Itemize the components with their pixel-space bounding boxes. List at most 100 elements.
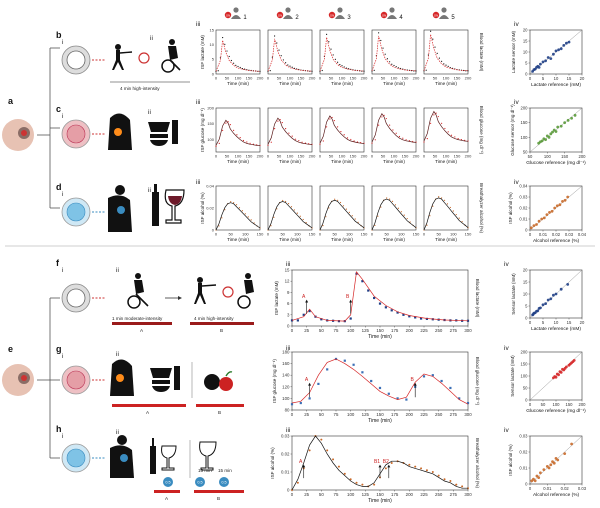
on-badge-label: ON (226, 14, 230, 18)
data-point (253, 222, 255, 224)
subject-1: ON 1 (224, 7, 247, 21)
plot-frame (371, 107, 417, 153)
roman-label: iii (286, 261, 290, 268)
data-point (397, 207, 399, 209)
x-tick-label: 0 (215, 232, 218, 237)
panel-label-c: c (56, 104, 61, 114)
drink-badge-2: 0.5 (197, 481, 202, 485)
x-tick-label: 0 (423, 76, 426, 81)
panel-c: c i ii (56, 104, 178, 150)
data-point (450, 134, 453, 136)
chart-d-iv: 0 0.01 0.02 0.03 0.0400.010.020.030.04Alcoho… (508, 184, 587, 245)
data-point (395, 66, 397, 68)
series-line (267, 201, 313, 231)
data-point (270, 225, 272, 227)
data-point (425, 317, 429, 321)
x-tick-label: 75 (334, 328, 339, 333)
scatter-point (559, 371, 563, 374)
scatter-point (552, 293, 555, 297)
panel-g: g i ii A B (56, 344, 244, 415)
phase-bar-b (190, 322, 254, 325)
drinking-figure-icon (108, 184, 185, 232)
data-point (339, 201, 342, 204)
drink-badges: 0.5 0.5 0.5 (163, 477, 229, 487)
eating-figure-icon (110, 359, 180, 396)
data-point (293, 67, 295, 69)
data-point (291, 66, 293, 68)
data-point (222, 129, 224, 131)
y-tick-label: 0 (525, 482, 528, 487)
y-axis-label: ISF alcohol (%) (270, 447, 275, 479)
scatter-point (545, 213, 549, 217)
scatter-point (570, 116, 573, 120)
x-tick-label: 50 (319, 412, 324, 417)
y-tick-label: 10 (523, 50, 528, 55)
scatter-point (565, 41, 568, 45)
data-point (270, 141, 272, 143)
data-point (378, 386, 382, 390)
data-point (393, 64, 395, 67)
data-point (246, 141, 248, 143)
annotation-arrowhead (387, 464, 391, 468)
series-line (319, 115, 365, 144)
data-point (405, 139, 407, 141)
on-badge (380, 11, 388, 19)
x-tick-label: 0 (319, 154, 322, 159)
scatter-point (557, 48, 560, 52)
data-point (422, 375, 426, 378)
x-axis-label: Time (min) (227, 81, 249, 86)
x-axis-label: Time (min) (331, 81, 353, 86)
data-point (330, 48, 332, 50)
x-tick-label: 15 (567, 76, 572, 81)
x-tick-label: 100 (235, 76, 242, 81)
data-point (396, 311, 399, 314)
phase-bar-a (112, 404, 186, 407)
data-point (334, 58, 336, 60)
panel-h-i: i (62, 433, 63, 440)
data-point (438, 196, 440, 198)
annotation-arrowhead (305, 299, 309, 303)
subject-4-plot: 0 50 100 150 200 Time (min) (371, 107, 420, 164)
x-tick-label: 0 (319, 232, 322, 237)
bottom-roman-labels: iii iii iii iv iv iv (286, 261, 509, 434)
plot-frame (371, 29, 417, 75)
data-point (302, 218, 304, 221)
person-body-icon (231, 15, 241, 19)
x-tick-label: 0 (215, 154, 218, 159)
scatter-point (552, 52, 555, 56)
x-tick-label: 0.01 (539, 232, 548, 237)
x-tick-label: 0 (291, 328, 294, 333)
interval-label-1: 15 min (198, 468, 212, 473)
data-point (378, 32, 380, 34)
scatter-point (554, 130, 558, 133)
x-tick-label: 50 (433, 154, 438, 159)
series-line (267, 38, 313, 72)
fruit-icon (204, 371, 233, 391)
data-point (329, 118, 331, 120)
chart-g-iii: 0 25 50 75 100 125 150 175 200 225 250 275 300 80 100 1… (272, 350, 480, 425)
x-tick-label: 100 (287, 154, 294, 159)
x-tick-label: 125 (362, 328, 370, 333)
exercise-figure-icon (194, 273, 254, 309)
y-tick-label: 0.04 (519, 184, 528, 189)
data-point (235, 64, 237, 66)
data-point (320, 438, 323, 441)
x-tick-label: 200 (257, 154, 264, 159)
x-tick-label: 225 (420, 412, 428, 417)
sensor-electrode-icon (66, 202, 86, 222)
x-tick-label: 200 (406, 328, 414, 333)
data-point (320, 318, 323, 321)
x-tick-label: 0 (371, 154, 374, 159)
data-point (225, 122, 227, 124)
y-tick-label: 5 (212, 57, 215, 62)
data-point (378, 302, 382, 305)
scatter-point (566, 283, 570, 286)
x-tick-label: 150 (246, 76, 253, 81)
sensor-electrode-icon (66, 50, 86, 70)
y-axis-label: Lactate sensor (mM) (511, 30, 516, 73)
y-tick-label: 15 (210, 27, 215, 32)
data-point (293, 209, 295, 211)
subject-number: 1 (243, 15, 247, 21)
x-tick-label: 10 (554, 320, 559, 325)
